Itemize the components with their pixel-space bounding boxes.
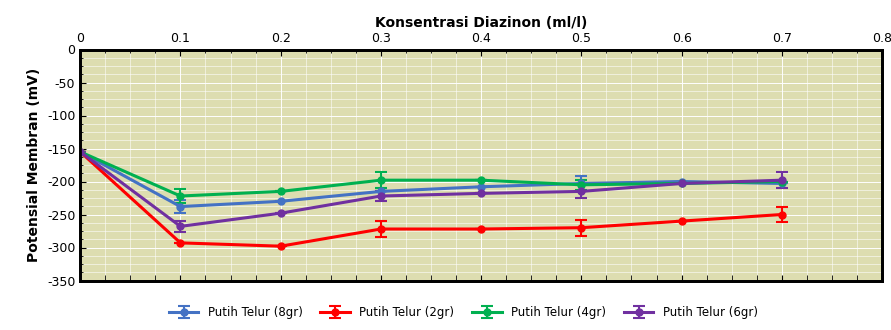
Legend: Putih Telur (8gr), Putih Telur (2gr), Putih Telur (4gr), Putih Telur (6gr): Putih Telur (8gr), Putih Telur (2gr), Pu…	[164, 302, 763, 324]
Y-axis label: Potensial Membran (mV): Potensial Membran (mV)	[28, 68, 41, 262]
X-axis label: Konsentrasi Diazinon (ml/l): Konsentrasi Diazinon (ml/l)	[375, 16, 587, 30]
